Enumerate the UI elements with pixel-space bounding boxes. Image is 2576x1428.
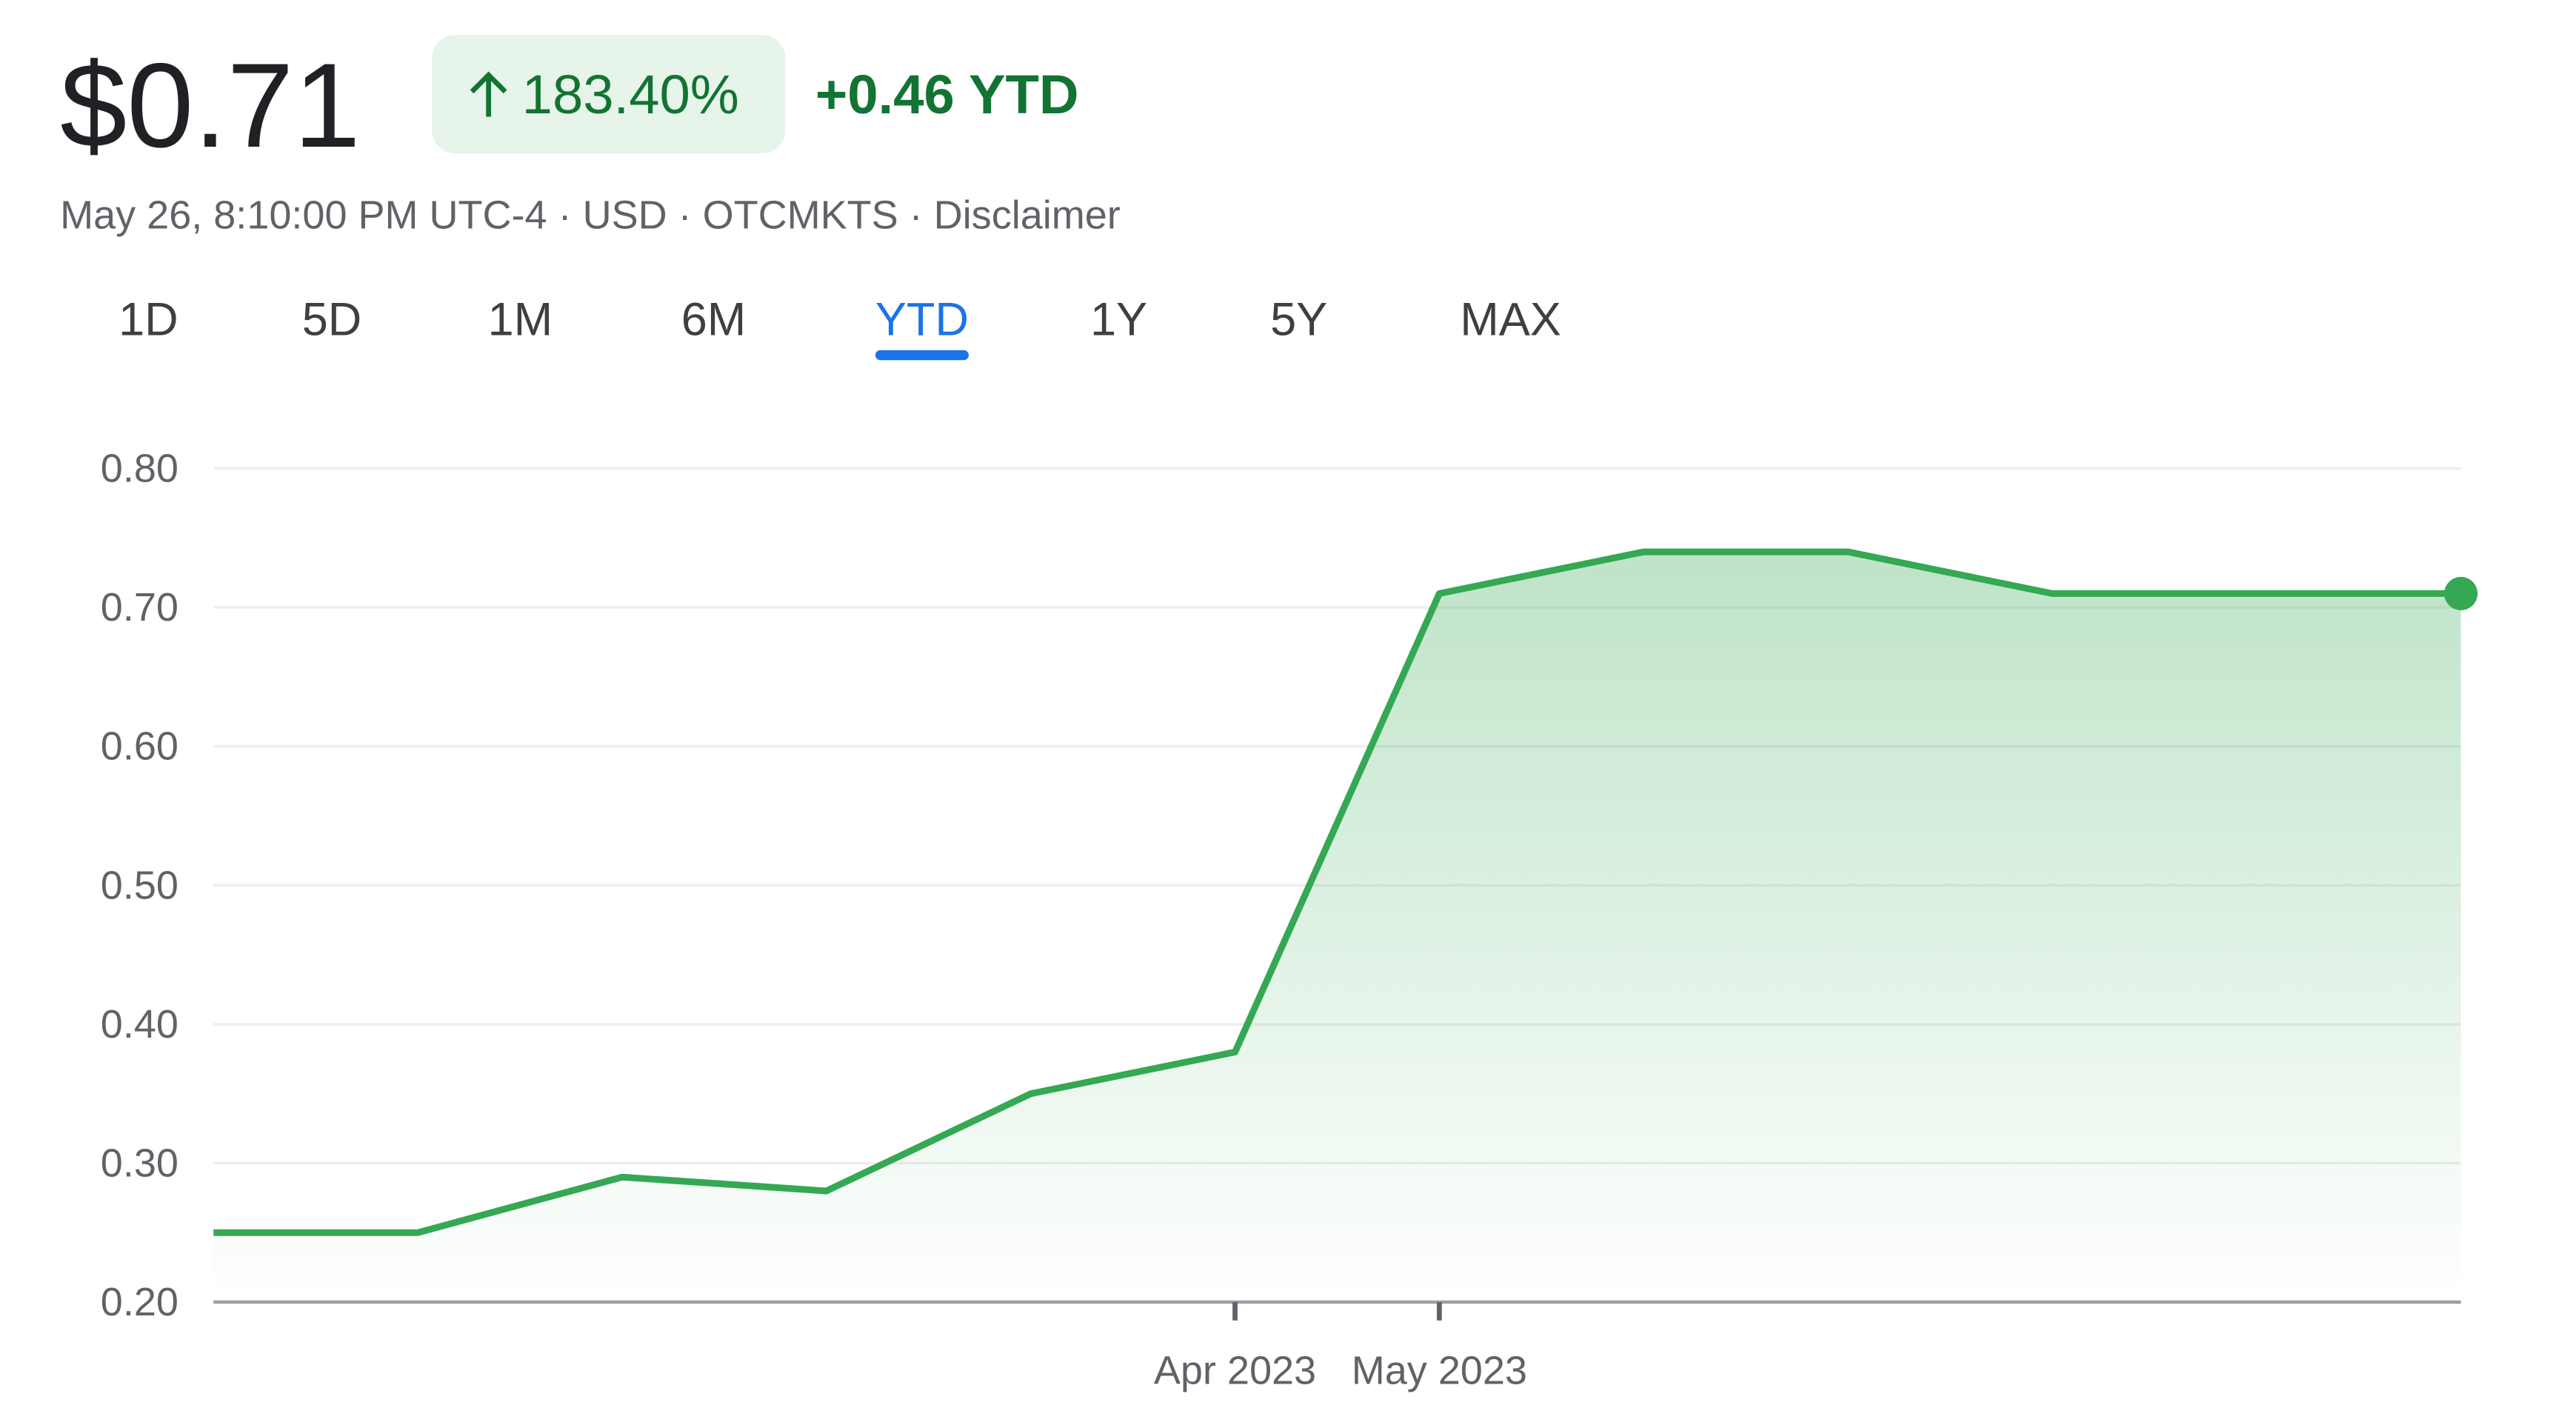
tab[interactable]: 5D: [302, 293, 362, 345]
change-ytd: +0.46 YTD: [815, 64, 1079, 125]
y-tick-label: 0.30: [101, 1141, 178, 1185]
y-tick-label: 0.40: [101, 1002, 178, 1047]
y-tick-label: 0.80: [101, 447, 178, 491]
subtitle: May 26, 8:10:00 PM UTC-4 · USD · OTCMKTS…: [60, 193, 1121, 237]
tab[interactable]: MAX: [1460, 293, 1561, 345]
line: [213, 548, 2461, 1236]
y-tick-label: 0.50: [101, 863, 178, 907]
tab[interactable]: 5Y: [1270, 293, 1327, 345]
end-point: [2444, 576, 2478, 610]
x-tick-label: May 2023: [1352, 1348, 1527, 1392]
y-tick-label: 0.60: [101, 724, 178, 769]
y-tick-label: 0.20: [101, 1280, 178, 1324]
area: [213, 552, 2461, 1303]
tab-indicator: [875, 350, 969, 361]
tab[interactable]: 1M: [488, 293, 553, 345]
change-badge: [432, 35, 786, 154]
tab[interactable]: 1D: [119, 293, 178, 345]
x-tick-label: Apr 2023: [1154, 1348, 1316, 1392]
chart: 0.20 0.30 0.40 0.50 0.60 0.70 0.80 Apr 2023 May …: [101, 447, 2478, 1392]
tab[interactable]: 1Y: [1090, 293, 1147, 345]
tab[interactable]: YTD: [875, 293, 969, 345]
tabs: 1D 5D 1M 6M YTD 1Y 5Y MAX: [119, 293, 1561, 361]
y-tick-label: 0.70: [101, 585, 178, 630]
tab[interactable]: 6M: [681, 293, 747, 345]
up-arrow-icon: [470, 71, 507, 117]
change-percent: 183.40%: [522, 64, 739, 125]
price: $0.71: [60, 39, 361, 173]
